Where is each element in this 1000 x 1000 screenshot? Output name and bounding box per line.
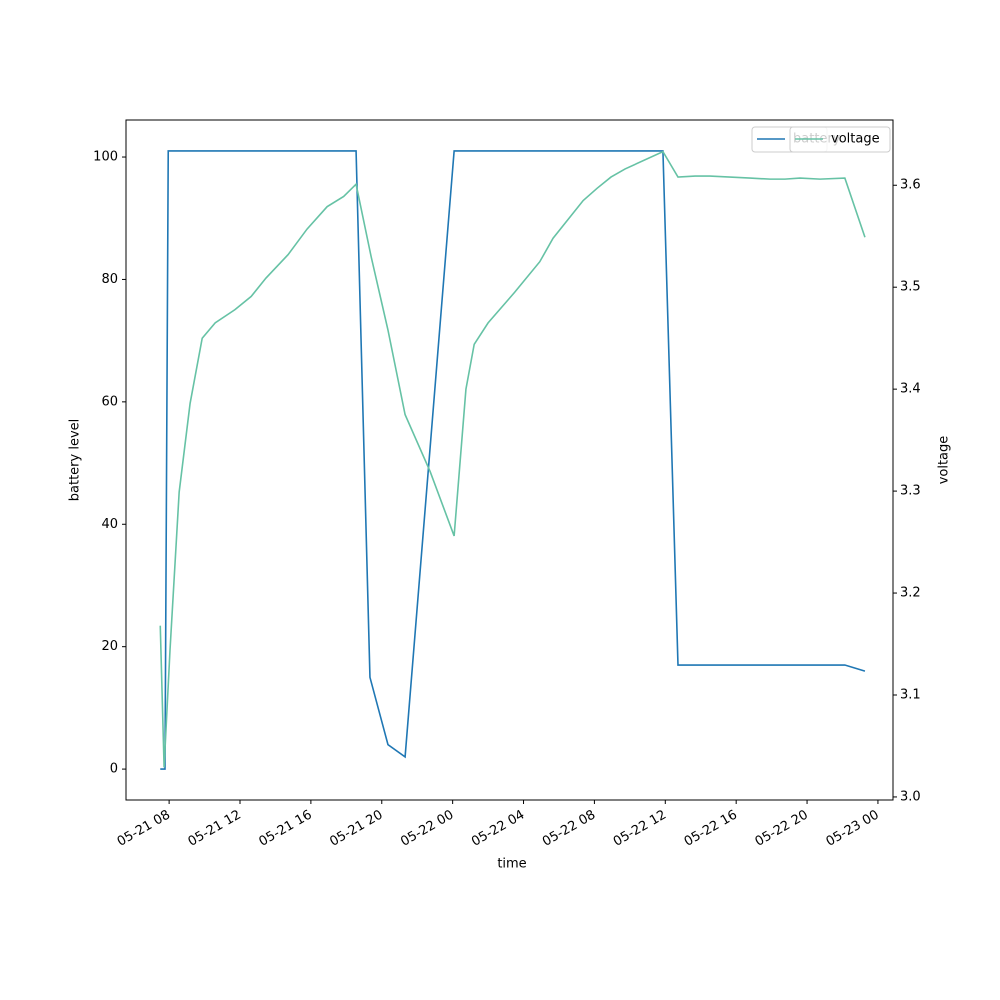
y2-tick-label: 3.6 [900,178,921,193]
legend-box [789,126,891,153]
y-tick-label: 40 [101,517,118,532]
x-tick-label: 05-22 16 [682,808,740,850]
x-axis-label: time [497,857,526,872]
y2-axis-label: voltage [937,436,952,485]
legend-label: voltage [831,132,880,147]
y-axis-label: battery level [68,419,83,502]
x-tick-label: 05-22 04 [469,808,527,850]
y-tick-label: 0 [110,762,118,777]
x-tick-label: 05-21 12 [186,808,244,850]
series-line [160,150,866,770]
y-tick-label: 80 [101,272,118,287]
x-tick-label: 05-21 08 [115,808,173,850]
x-tick-label: 05-23 00 [824,808,882,850]
y2-tick-label: 3.3 [900,484,921,499]
y2-tick-label: 3.5 [900,280,921,295]
y-tick-label: 20 [101,639,118,654]
x-tick-label: 05-22 08 [540,808,598,850]
x-tick-label: 05-22 20 [753,808,811,850]
series-line [159,150,866,768]
y-tick-label: 60 [101,394,118,409]
plot-frame [125,119,894,801]
x-tick-label: 05-21 16 [257,808,315,850]
x-tick-label: 05-22 12 [611,808,669,850]
y2-tick-label: 3.2 [900,586,921,601]
y2-tick-label: 3.0 [900,789,921,804]
y2-tick-label: 3.1 [900,687,921,702]
x-tick-label: 05-21 20 [327,808,385,850]
y2-tick-label: 3.4 [900,382,921,397]
y-tick-label: 100 [93,150,118,165]
x-tick-label: 05-22 00 [398,808,456,850]
